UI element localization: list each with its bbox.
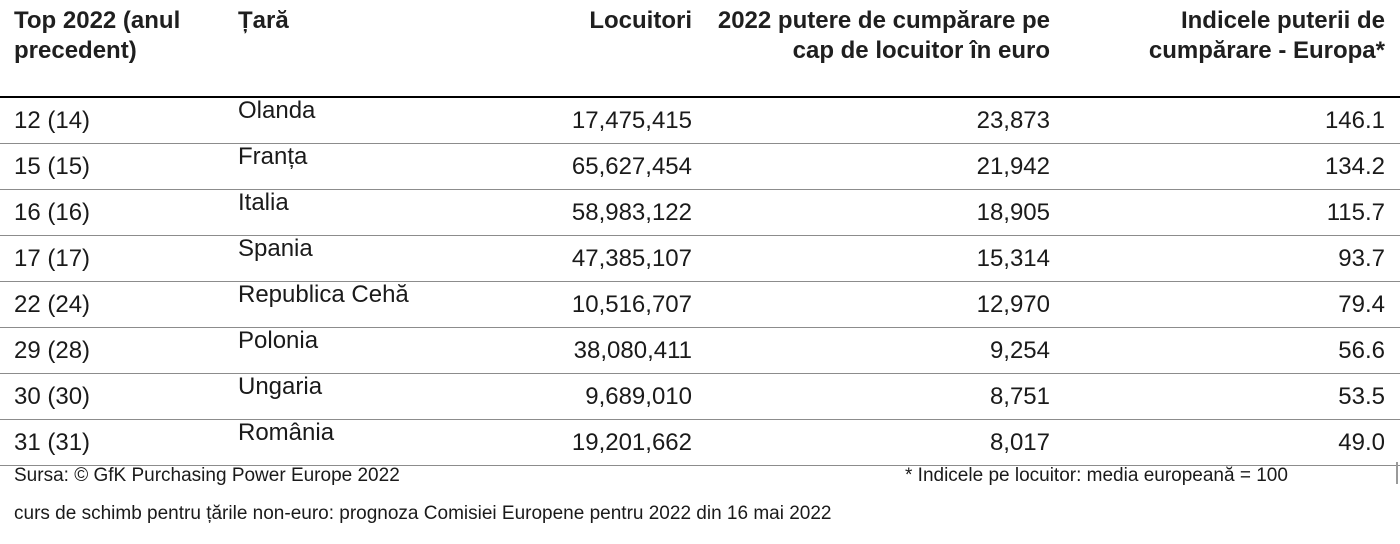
index-cell: 49.0	[1338, 429, 1385, 456]
rank-cell: 30 (30)	[14, 383, 91, 410]
header-population: Locuitori	[470, 6, 692, 36]
country-cell: Franța	[238, 143, 308, 170]
header-population-label: Locuitori	[589, 7, 692, 34]
power-cell: 21,942	[976, 153, 1050, 180]
header-country-label: Țară	[238, 7, 289, 34]
country-cell: Polonia	[238, 327, 319, 354]
power-cell: 23,873	[976, 107, 1050, 134]
exchange-rate-note: curs de schimb pentru țările non-euro: p…	[14, 503, 832, 524]
country-cell: Italia	[238, 189, 289, 216]
index-footnote: * Indicele pe locuitor: media europeană …	[905, 465, 1288, 486]
rank-cell: 12 (14)	[14, 107, 91, 134]
table-row: 22 (24) Republica Cehă 10,516,707 12,970…	[0, 281, 1400, 328]
population-cell: 10,516,707	[571, 291, 692, 318]
table-row: 29 (28) Polonia 38,080,411 9,254 56.6	[0, 327, 1400, 374]
table-row: 31 (31) România 19,201,662 8,017 49.0	[0, 419, 1400, 466]
table-header: Top 2022 (anul precedent) Țară Locuitori…	[0, 0, 1400, 98]
population-cell: 65,627,454	[571, 153, 692, 180]
source-note: Sursa: © GfK Purchasing Power Europe 202…	[14, 465, 400, 486]
rank-cell: 29 (28)	[14, 337, 91, 364]
population-cell: 58,983,122	[571, 199, 692, 226]
population-cell: 17,475,415	[571, 107, 692, 134]
rank-cell: 16 (16)	[14, 199, 91, 226]
table-row: 12 (14) Olanda 17,475,415 23,873 146.1	[0, 97, 1400, 144]
country-cell: Olanda	[238, 97, 316, 124]
table-row: 15 (15) Franța 65,627,454 21,942 134.2	[0, 143, 1400, 190]
header-index: Indicele puterii de cumpărare - Europa*	[1060, 6, 1385, 66]
index-cell: 56.6	[1338, 337, 1385, 364]
header-purchasing-power: 2022 putere de cumpărare pe cap de locui…	[700, 6, 1050, 66]
header-rank: Top 2022 (anul precedent)	[14, 6, 214, 66]
rank-cell: 15 (15)	[14, 153, 91, 180]
country-cell: Republica Cehă	[238, 281, 409, 308]
country-cell: Ungaria	[238, 373, 323, 400]
power-cell: 15,314	[976, 245, 1050, 272]
index-cell: 79.4	[1338, 291, 1385, 318]
rank-cell: 31 (31)	[14, 429, 91, 456]
index-cell: 93.7	[1338, 245, 1385, 272]
country-cell: Spania	[238, 235, 313, 262]
population-cell: 9,689,010	[585, 383, 692, 410]
index-cell: 115.7	[1326, 199, 1385, 226]
population-cell: 47,385,107	[571, 245, 692, 272]
country-cell: România	[238, 419, 335, 446]
index-cell: 134.2	[1324, 153, 1385, 180]
table-edge-divider	[1396, 462, 1398, 484]
header-rank-label: Top 2022 (anul precedent)	[14, 7, 181, 64]
rank-cell: 17 (17)	[14, 245, 91, 272]
table-row: 30 (30) Ungaria 9,689,010 8,751 53.5	[0, 373, 1400, 420]
power-cell: 8,017	[989, 429, 1050, 456]
power-cell: 9,254	[989, 337, 1050, 364]
index-cell: 146.1	[1324, 107, 1385, 134]
population-cell: 38,080,411	[573, 337, 692, 364]
power-cell: 8,751	[989, 383, 1050, 410]
population-cell: 19,201,662	[571, 429, 692, 456]
table-row: 17 (17) Spania 47,385,107 15,314 93.7	[0, 235, 1400, 282]
power-cell: 18,905	[976, 199, 1050, 226]
rank-cell: 22 (24)	[14, 291, 91, 318]
header-index-label: Indicele puterii de cumpărare - Europa*	[1148, 7, 1385, 64]
table-row: 16 (16) Italia 58,983,122 18,905 115.7	[0, 189, 1400, 236]
header-power-label: 2022 putere de cumpărare pe cap de locui…	[717, 7, 1050, 64]
power-cell: 12,970	[976, 291, 1050, 318]
header-country: Țară	[238, 6, 438, 36]
index-cell: 53.5	[1338, 383, 1385, 410]
